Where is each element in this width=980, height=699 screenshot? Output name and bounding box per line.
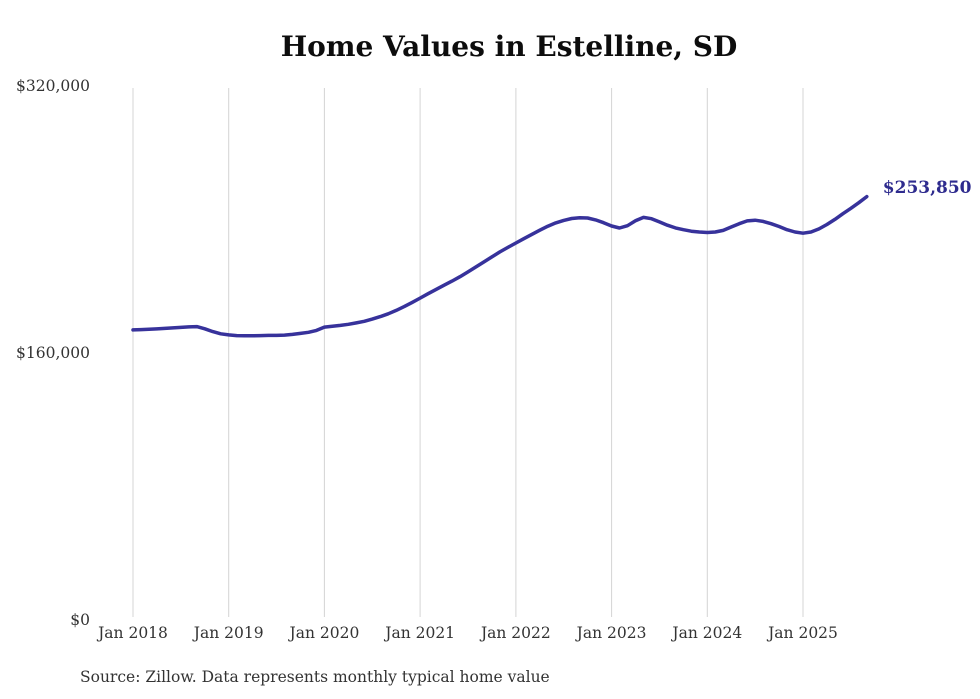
source-note: Source: Zillow. Data represents monthly … (80, 668, 550, 686)
y-axis-tick-160000: $160,000 (16, 344, 90, 363)
x-axis-tick-jan-2023: Jan 2023 (576, 624, 647, 642)
y-axis-tick-320000: $320,000 (16, 77, 90, 96)
x-axis-tick-jan-2025: Jan 2025 (768, 624, 838, 642)
latest-value-label: $253,850 (882, 177, 972, 198)
y-axis-tick-0: $0 (70, 611, 90, 629)
x-axis-tick-jan-2020: Jan 2020 (289, 624, 360, 642)
x-axis-tick-jan-2021: Jan 2021 (385, 624, 456, 642)
x-axis-tick-jan-2024: Jan 2024 (672, 624, 743, 642)
x-axis-tick-jan-2018: Jan 2018 (98, 624, 168, 642)
home-value-line (131, 194, 869, 338)
chart-title: Home Values in Estelline, SD (280, 30, 738, 63)
x-axis-tick-jan-2022: Jan 2022 (480, 624, 551, 642)
x-axis-tick-jan-2019: Jan 2019 (193, 624, 264, 642)
